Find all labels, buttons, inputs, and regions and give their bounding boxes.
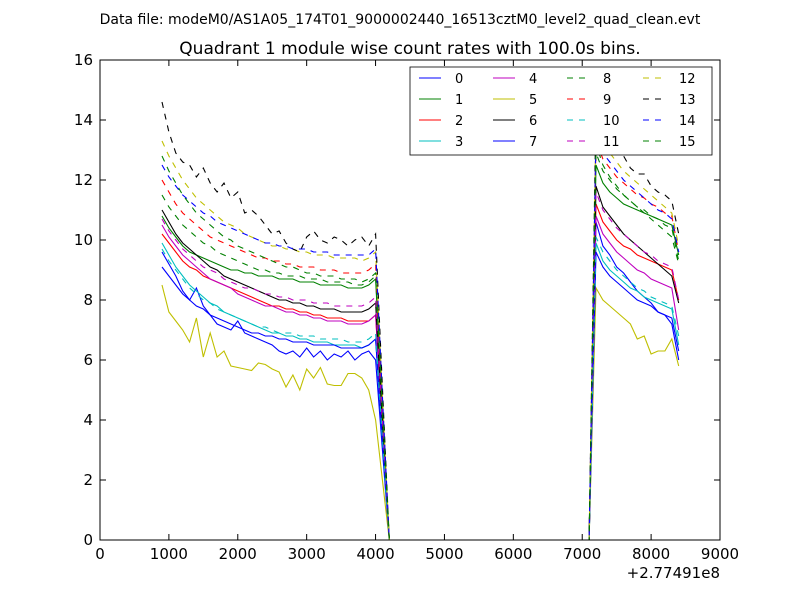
y-tick-label: 16 [74, 51, 93, 69]
legend-label-4: 4 [529, 72, 537, 87]
legend-label-15: 15 [679, 135, 696, 150]
x-tick-label: 5000 [425, 545, 463, 563]
legend-label-12: 12 [679, 72, 696, 87]
legend-frame [409, 66, 713, 156]
x-tick-label: 7000 [563, 545, 601, 563]
y-tick-label: 12 [74, 171, 93, 189]
legend-label-2: 2 [455, 114, 463, 129]
figure-suptitle: Data file: modeM0/AS1A05_174T01_90000024… [100, 12, 701, 28]
y-tick-label: 0 [83, 531, 93, 549]
plot-frame [99, 59, 721, 541]
x-tick-label: 8000 [632, 545, 670, 563]
y-tick-label: 14 [74, 111, 93, 129]
legend-label-9: 9 [603, 93, 611, 108]
legend-label-5: 5 [529, 93, 537, 108]
series-lines [161, 101, 680, 540]
y-tick-label: 4 [83, 411, 93, 429]
chart-title: Quadrant 1 module wise count rates with … [179, 39, 640, 59]
y-tick-label: 2 [83, 471, 93, 489]
legend-label-8: 8 [603, 72, 611, 87]
y-tick-label: 6 [83, 351, 93, 369]
y-tick-label: 8 [83, 291, 93, 309]
x-tick-label: 6000 [494, 545, 532, 563]
x-tick-label: 4000 [356, 545, 394, 563]
legend-label-3: 3 [455, 135, 463, 150]
x-ticks: 0 1000 2000 3000 4000 5000 6000 7000 8000 9000 [95, 60, 739, 563]
legend-label-13: 13 [679, 93, 696, 108]
x-tick-label: 9000 [701, 545, 739, 563]
x-tick-label: 3000 [288, 545, 326, 563]
legend-label-14: 14 [679, 114, 696, 129]
legend-label-6: 6 [529, 114, 537, 129]
x-tick-label: 1000 [150, 545, 188, 563]
legend-label-1: 1 [455, 93, 463, 108]
legend-label-0: 0 [455, 72, 463, 87]
legend-label-10: 10 [603, 114, 620, 129]
y-tick-label: 10 [74, 231, 93, 249]
x-tick-label: 2000 [219, 545, 257, 563]
x-tick-label: 0 [95, 545, 105, 563]
series-line-7 [161, 251, 680, 540]
legend-label-11: 11 [603, 135, 620, 150]
legend-label-7: 7 [529, 135, 537, 150]
x-offset-label: +2.77491e8 [627, 564, 720, 582]
